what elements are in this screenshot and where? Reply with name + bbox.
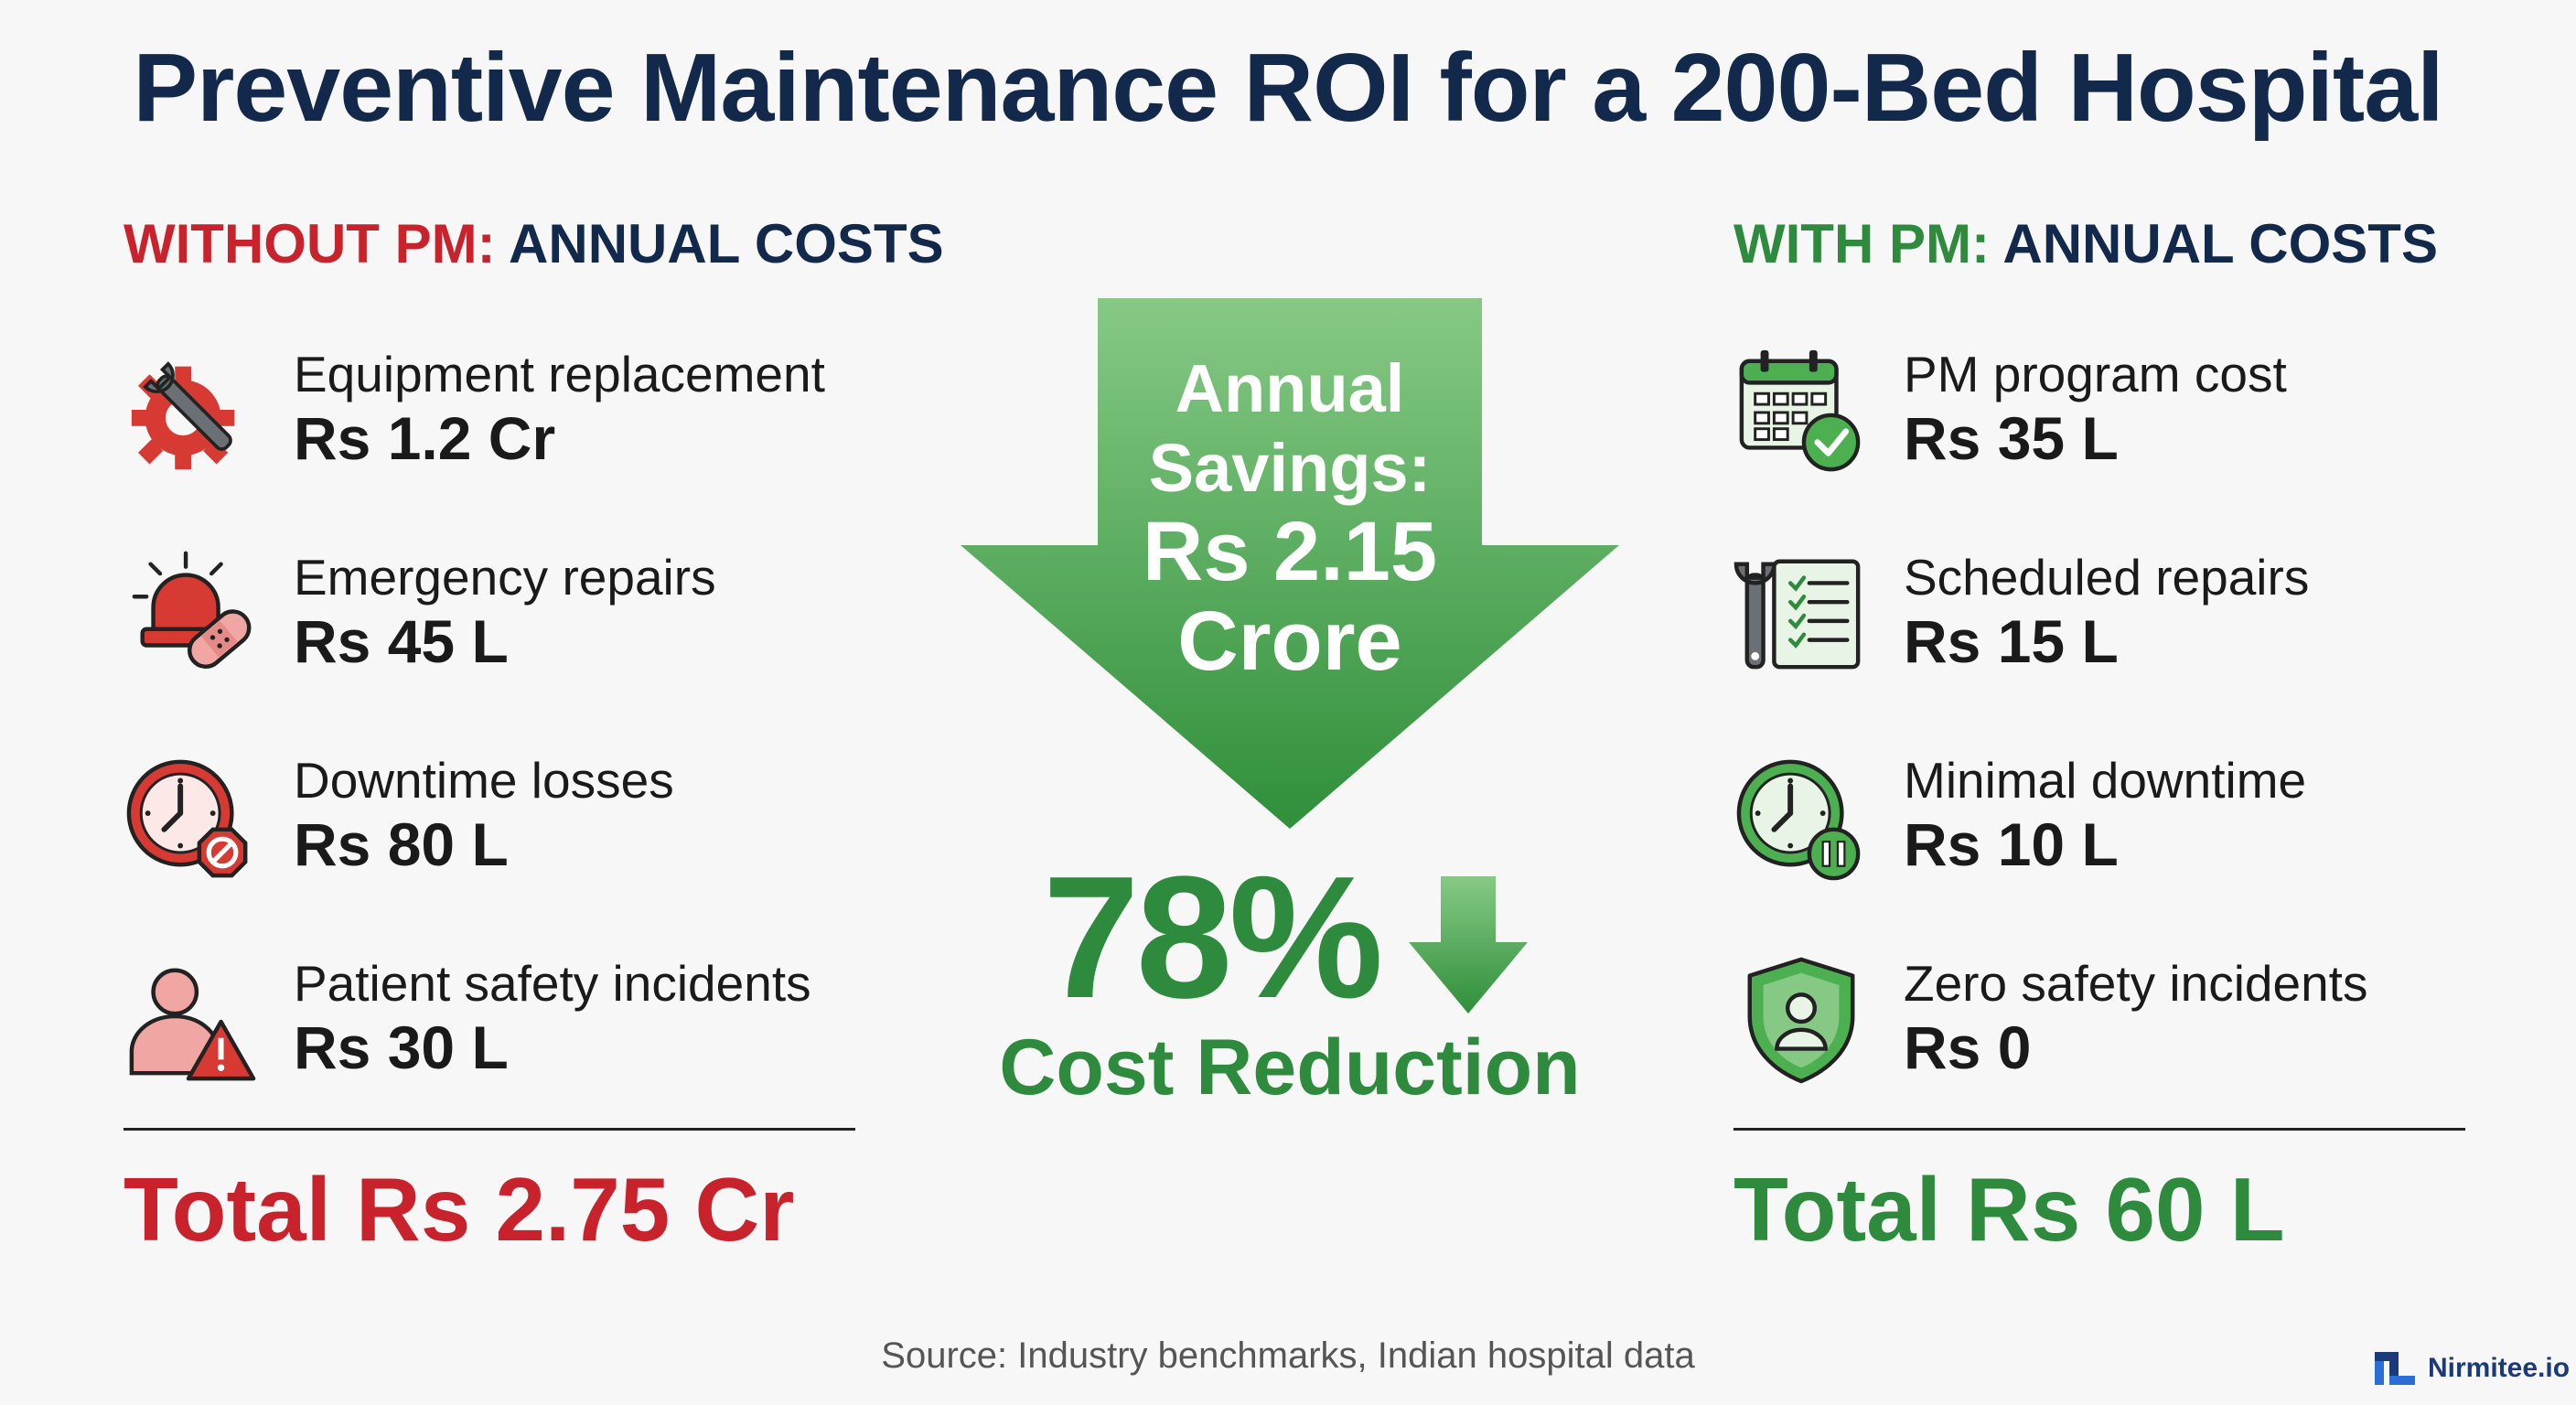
with-pm-total: Total Rs 60 L: [1733, 1159, 2285, 1260]
percent-label: Cost Reduction: [999, 1024, 1581, 1111]
savings-line-4: Crore: [1177, 594, 1402, 688]
clock-stop-icon: [123, 748, 259, 884]
gear-wrench-icon: [123, 342, 259, 477]
cost-item-pm-program: PM program cost Rs 35 L: [1733, 308, 2474, 511]
cost-item-label: Equipment replacement: [294, 346, 825, 403]
cost-item-patient-safety: Patient safety incidents Rs 30 L: [123, 917, 892, 1121]
savings-text: Annual Savings: Rs 2.15 Crore: [1052, 349, 1528, 686]
source-note: Source: Industry benchmarks, Indian hosp…: [881, 1335, 1695, 1376]
cost-item-value: Rs 45 L: [294, 606, 509, 675]
cost-item-downtime-losses: Downtime losses Rs 80 L: [123, 714, 892, 917]
savings-line-3: Rs 2.15: [1142, 505, 1438, 599]
divider: [1733, 1128, 2465, 1131]
cost-item-label: Zero safety incidents: [1904, 955, 2368, 1013]
cost-item-zero-safety-incidents: Zero safety incidents Rs 0: [1733, 917, 2474, 1121]
clock-pause-icon: [1733, 748, 1869, 884]
alarm-bandage-icon: [123, 545, 259, 681]
person-warning-icon: [123, 951, 259, 1087]
brand[interactable]: Nirmitee.io: [2375, 1352, 2570, 1385]
cost-item-value: Rs 10 L: [1904, 810, 2119, 878]
cost-item-value: Rs 15 L: [1904, 606, 2119, 675]
down-arrow-icon: [1409, 876, 1528, 1014]
brand-name: Nirmitee.io: [2428, 1353, 2571, 1383]
cost-item-label: PM program cost: [1904, 346, 2287, 403]
divider: [123, 1128, 855, 1131]
without-pm-header-rest: ANNUAL COSTS: [495, 213, 944, 274]
cost-item-label: Emergency repairs: [294, 549, 716, 606]
cost-item-value: Rs 80 L: [294, 810, 509, 878]
savings-line-2: Savings:: [1148, 429, 1432, 506]
cost-item-value: Rs 30 L: [294, 1013, 509, 1081]
with-pm-header-rest: ANNUAL COSTS: [1989, 213, 2438, 274]
savings-line-1: Annual: [1175, 350, 1405, 426]
wrench-checklist-icon: [1733, 545, 1869, 681]
with-pm-column: WITH PM: ANNUAL COSTS: [1733, 212, 2474, 1261]
cost-item-scheduled-repairs: Scheduled repairs Rs 15 L: [1733, 511, 2474, 714]
with-pm-header: WITH PM: ANNUAL COSTS: [1733, 212, 2474, 275]
page-title: Preventive Maintenance ROI for a 200-Bed…: [133, 34, 2443, 142]
cost-item-value: Rs 35 L: [1904, 403, 2119, 472]
cost-item-minimal-downtime: Minimal downtime Rs 10 L: [1733, 714, 2474, 917]
percent-block: 78%: [1025, 851, 1555, 1024]
calendar-check-icon: [1733, 342, 1869, 477]
cost-item-equipment-replacement: Equipment replacement Rs 1.2 Cr: [123, 308, 892, 511]
cost-item-label: Patient safety incidents: [294, 955, 811, 1013]
cost-item-value: Rs 0: [1904, 1013, 2032, 1081]
savings-arrow: [961, 298, 1619, 829]
without-pm-total: Total Rs 2.75 Cr: [123, 1159, 795, 1260]
shield-person-icon: [1733, 951, 1869, 1087]
cost-item-label: Minimal downtime: [1904, 752, 2307, 810]
cost-item-label: Scheduled repairs: [1904, 549, 2310, 606]
without-pm-header: WITHOUT PM: ANNUAL COSTS: [123, 212, 944, 275]
cost-item-label: Downtime losses: [294, 752, 674, 810]
brand-logo-icon: [2375, 1352, 2415, 1385]
cost-item-value: Rs 1.2 Cr: [294, 403, 556, 472]
with-pm-header-accent: WITH PM:: [1733, 213, 1990, 274]
without-pm-column: WITHOUT PM: ANNUAL COSTS: [123, 212, 944, 1261]
cost-item-emergency-repairs: Emergency repairs Rs 45 L: [123, 511, 892, 714]
without-pm-header-accent: WITHOUT PM:: [123, 213, 496, 274]
percent-value: 78%: [1043, 841, 1383, 1035]
